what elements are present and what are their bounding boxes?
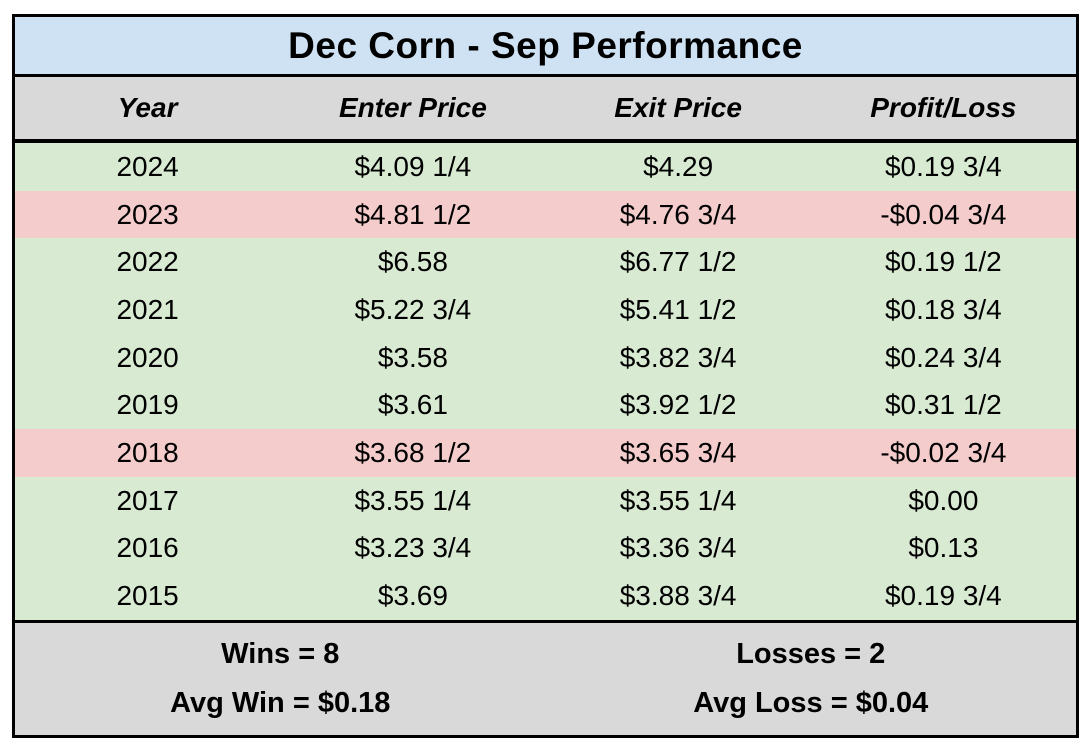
table-cell: $0.19 1/2 (884, 246, 1002, 278)
column-header-enter-price: Enter Price (338, 92, 487, 123)
table-row: 2021 $5.22 3/4 $5.41 1/2 $0.18 3/4 (15, 286, 1076, 334)
summary-averages-row: Avg Win = $0.18 Avg Loss = $0.04 (15, 687, 1076, 720)
table-cell: $0.19 3/4 (884, 580, 1002, 612)
table-cell: $5.22 3/4 (354, 293, 472, 325)
table-header-row: Year Enter Price Exit Price Profit/Loss (15, 77, 1076, 143)
table-row: 2023 $4.81 1/2 $4.76 3/4 -$0.04 3/4 (15, 190, 1076, 239)
table-cell: 2022 (116, 246, 179, 278)
summary-section: Wins = 8 Losses = 2 Avg Win = $0.18 Avg … (15, 620, 1076, 735)
table-cell: $3.55 1/4 (354, 484, 472, 516)
table-body: 2024 $4.09 1/4 $4.29 $0.19 3/4 2023 $4.81 1/2… (15, 143, 1076, 621)
table-cell: $4.81 1/2 (354, 198, 472, 230)
table-cell: $0.13 (908, 532, 979, 564)
table-row: 2015 $3.69 $3.88 3/4 $0.19 3/4 (15, 572, 1076, 621)
table-cell: $0.00 (908, 484, 979, 516)
table-cell: $3.58 (377, 341, 448, 373)
table-row: 2024 $4.09 1/4 $4.29 $0.19 3/4 (15, 143, 1076, 191)
table-cell: -$0.02 3/4 (880, 437, 1007, 469)
table-cell: 2020 (116, 341, 179, 373)
table-title: Dec Corn - Sep Performance (15, 17, 1076, 77)
table-row: 2020 $3.58 $3.82 3/4 $0.24 3/4 (15, 333, 1076, 382)
table-cell: 2015 (116, 580, 179, 612)
table-cell: $0.24 3/4 (884, 341, 1002, 373)
table-cell: $3.92 1/2 (619, 389, 737, 421)
table-cell: $0.31 1/2 (884, 389, 1002, 421)
table-cell: $3.36 3/4 (619, 532, 737, 564)
table-cell: $5.41 1/2 (619, 293, 737, 325)
summary-counts-row: Wins = 8 Losses = 2 (15, 638, 1076, 671)
table-cell: $0.19 3/4 (884, 150, 1002, 182)
table-row: 2017 $3.55 1/4 $3.55 1/4 $0.00 (15, 476, 1076, 525)
table-cell: $3.88 3/4 (619, 580, 737, 612)
table-cell: -$0.04 3/4 (880, 198, 1007, 230)
table-row: 2019 $3.61 $3.92 1/2 $0.31 1/2 (15, 381, 1076, 430)
performance-table: Dec Corn - Sep Performance Year Enter Pri… (12, 14, 1079, 738)
table-cell: 2024 (116, 150, 179, 182)
table-cell: $4.09 1/4 (354, 150, 472, 182)
table-row: 2016 $3.23 3/4 $3.36 3/4 $0.13 (15, 524, 1076, 573)
table-cell: $6.58 (377, 246, 448, 278)
table-row: 2022 $6.58 $6.77 1/2 $0.19 1/2 (15, 238, 1076, 287)
losses-summary: Losses = 2 (736, 638, 886, 671)
table-cell: 2016 (116, 532, 179, 564)
table-cell: 2023 (116, 198, 179, 230)
column-header-year: Year (117, 92, 178, 123)
table-cell: $3.61 (377, 389, 448, 421)
table-cell: $3.55 1/4 (619, 484, 737, 516)
column-header-profit-loss: Profit/Loss (870, 92, 1017, 123)
table-cell: $3.23 3/4 (354, 532, 472, 564)
avg-win-summary: Avg Win = $0.18 (170, 686, 391, 719)
table-row: 2018 $3.68 1/2 $3.65 3/4 -$0.02 3/4 (15, 429, 1076, 477)
table-cell: 2021 (116, 293, 179, 325)
table-cell: $4.29 (643, 150, 714, 182)
table-cell: $0.18 3/4 (884, 293, 1002, 325)
table-cell: 2018 (116, 437, 179, 469)
table-cell: $6.77 1/2 (619, 246, 737, 278)
table-cell: $3.68 1/2 (354, 437, 472, 469)
column-header-exit-price: Exit Price (614, 92, 742, 123)
table-cell: $3.82 3/4 (619, 341, 737, 373)
table-cell: 2019 (116, 389, 179, 421)
table-cell: 2017 (116, 484, 179, 516)
table-cell: $4.76 3/4 (619, 198, 737, 230)
table-cell: $3.69 (377, 580, 448, 612)
table-cell: $3.65 3/4 (619, 437, 737, 469)
wins-summary: Wins = 8 (221, 638, 340, 671)
avg-loss-summary: Avg Loss = $0.04 (693, 686, 929, 719)
